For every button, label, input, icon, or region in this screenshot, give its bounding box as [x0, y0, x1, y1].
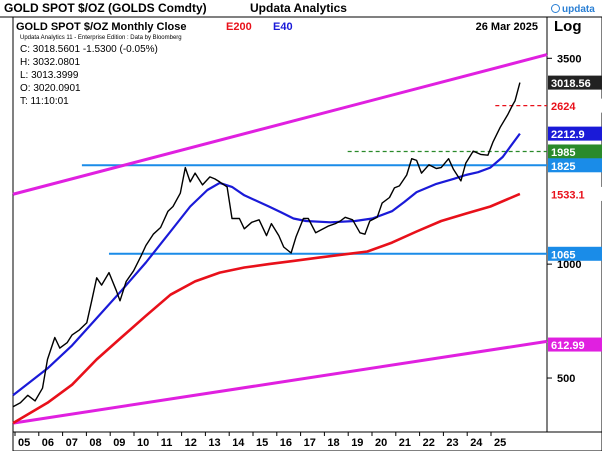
provider-title: Updata Analytics	[250, 1, 347, 15]
y-tick-label: 3500	[557, 53, 581, 65]
x-tick-label: 09	[113, 437, 125, 449]
price-label-1985: 1985	[548, 144, 602, 159]
price-label-bg	[548, 246, 602, 261]
legend-e40: E40	[273, 21, 293, 33]
title-bar: GOLD SPOT $/OZ (GOLDS Comdty) Updata Ana…	[0, 0, 602, 17]
legend-e200: E200	[226, 21, 252, 33]
price-label-text: 1533.1	[551, 189, 585, 201]
price-label-1825: 1825	[548, 158, 602, 173]
chart-title: GOLD SPOT $/OZ Monthly Close	[16, 21, 187, 33]
price-labels: 3018.56 2624 2212.9 1985 1825 1533.1 1065 612.9…	[548, 75, 602, 352]
log-scale-label: Log	[554, 18, 582, 35]
chart-lines	[12, 53, 548, 425]
app-title: GOLD SPOT $/OZ (GOLDS Comdty)	[4, 1, 207, 15]
data-source: Updata Analytics 11 - Enterprise Edition…	[20, 35, 182, 41]
y-tick-label: 1000	[557, 259, 581, 271]
price-label-text: 3018.56	[551, 78, 591, 90]
price-label-text: 1065	[551, 249, 575, 261]
x-tick-label: 24	[470, 437, 483, 449]
price-label-text: 612.99	[551, 340, 585, 352]
price-label-text: 2624	[551, 101, 576, 113]
price-label-3018-56: 3018.56	[548, 75, 602, 90]
price-line	[12, 82, 521, 408]
price-label-1533-1: 1533.1	[548, 186, 602, 201]
price-label-bg	[548, 75, 602, 90]
x-tick-label: 11	[161, 437, 173, 449]
stat-open: O: 3020.0901	[20, 83, 81, 94]
price-label-2624: 2624	[548, 98, 602, 113]
price-label-612-99: 612.99	[548, 337, 602, 352]
price-label-bg	[548, 98, 602, 113]
x-tick-label: 19	[351, 437, 363, 449]
stat-close: C: 3018.5601 -1.5300 (-0.05%)	[20, 44, 158, 55]
x-tick-label: 16	[280, 437, 292, 449]
stat-low: L: 3013.3999	[20, 70, 79, 81]
x-tick-label: 22	[423, 437, 435, 449]
price-label-bg	[548, 158, 602, 173]
x-axis-ticks: 05 06 07 08 09 10 11 12 13 14 15 16 17 18 19 20 21 22 23 24…	[14, 432, 506, 449]
price-label-2212-9: 2212.9	[548, 126, 602, 141]
price-label-text: 1825	[551, 161, 575, 173]
x-tick-label: 18	[327, 437, 339, 449]
x-tick-label: 08	[89, 437, 101, 449]
x-tick-label: 14	[232, 437, 245, 449]
updata-logo-text: updata	[562, 4, 595, 15]
price-label-text: 1985	[551, 147, 575, 159]
x-tick-label: 06	[42, 437, 54, 449]
price-label-text: 2212.9	[551, 129, 585, 141]
x-tick-label: 25	[494, 437, 506, 449]
updata-logo-icon	[551, 4, 560, 14]
price-label-bg	[548, 126, 602, 141]
e200-line	[12, 192, 521, 425]
x-tick-label: 07	[66, 437, 78, 449]
y-tick-label: 500	[557, 373, 575, 385]
y-axis-ticks: 3500 1000 500	[547, 53, 581, 385]
x-tick-label: 20	[375, 437, 387, 449]
x-tick-label: 12	[185, 437, 197, 449]
e40-line	[12, 132, 521, 397]
x-tick-label: 05	[18, 437, 30, 449]
price-label-bg	[548, 144, 602, 159]
x-tick-label: 13	[208, 437, 220, 449]
x-axis-frame	[12, 431, 602, 451]
x-tick-label: 10	[137, 437, 149, 449]
plot-frame	[12, 16, 548, 433]
x-tick-label: 23	[446, 437, 458, 449]
channel-top-line	[12, 53, 548, 196]
x-tick-label: 15	[256, 437, 268, 449]
chart-date: 26 Mar 2025	[476, 21, 538, 33]
updata-logo[interactable]: updata	[551, 1, 595, 15]
x-tick-label: 17	[304, 437, 316, 449]
x-tick-label: 21	[399, 437, 411, 449]
channel-bottom-line	[12, 339, 548, 425]
price-label-bg	[548, 186, 602, 201]
price-label-bg	[548, 337, 602, 352]
price-label-1065: 1065	[548, 246, 602, 261]
stat-time: T: 11:10:01	[20, 96, 69, 107]
stat-high: H: 3032.0801	[20, 57, 80, 68]
